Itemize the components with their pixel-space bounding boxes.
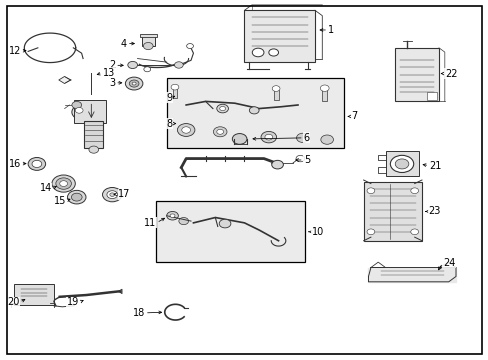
Circle shape (125, 77, 142, 90)
Text: 20: 20 (7, 297, 20, 307)
Circle shape (213, 127, 226, 137)
Circle shape (52, 175, 75, 192)
Circle shape (177, 123, 195, 136)
Polygon shape (142, 35, 154, 46)
Circle shape (71, 193, 82, 201)
Polygon shape (74, 100, 106, 123)
Polygon shape (59, 76, 70, 84)
Circle shape (219, 107, 225, 111)
Text: 11: 11 (144, 218, 156, 228)
Circle shape (107, 191, 117, 199)
Circle shape (28, 157, 45, 170)
Circle shape (232, 134, 246, 144)
Circle shape (366, 188, 374, 194)
Circle shape (179, 217, 188, 225)
Circle shape (182, 127, 190, 133)
Polygon shape (363, 182, 421, 241)
Circle shape (271, 160, 283, 169)
Text: 24: 24 (442, 258, 454, 268)
Polygon shape (368, 267, 455, 282)
Text: 3: 3 (109, 78, 115, 88)
Circle shape (174, 62, 183, 68)
Circle shape (249, 107, 259, 114)
Circle shape (60, 181, 67, 186)
Text: 16: 16 (9, 158, 21, 168)
Polygon shape (273, 90, 278, 100)
Polygon shape (426, 93, 436, 100)
Circle shape (261, 131, 276, 143)
Text: 17: 17 (118, 189, 130, 199)
Circle shape (410, 188, 418, 194)
Circle shape (56, 178, 71, 189)
Circle shape (296, 133, 308, 143)
Circle shape (394, 159, 408, 169)
Text: 10: 10 (311, 227, 323, 237)
Bar (156, 202, 305, 262)
Circle shape (171, 84, 179, 90)
Text: 19: 19 (67, 297, 79, 307)
Circle shape (272, 86, 280, 91)
Polygon shape (14, 284, 54, 305)
Text: 21: 21 (428, 161, 441, 171)
Circle shape (216, 129, 223, 134)
Text: 6: 6 (303, 133, 309, 143)
Circle shape (320, 85, 328, 91)
Circle shape (132, 82, 136, 85)
Circle shape (72, 102, 81, 109)
Circle shape (143, 42, 153, 50)
Text: 5: 5 (303, 155, 309, 165)
Circle shape (264, 134, 272, 140)
Text: 15: 15 (54, 196, 66, 206)
Polygon shape (394, 48, 438, 102)
Text: 1: 1 (327, 25, 334, 35)
Circle shape (186, 44, 193, 49)
Polygon shape (385, 152, 418, 176)
Bar (166, 78, 344, 148)
Polygon shape (72, 103, 101, 121)
Circle shape (127, 62, 137, 68)
Circle shape (166, 211, 178, 220)
Circle shape (295, 156, 304, 162)
Circle shape (389, 156, 413, 172)
Circle shape (216, 104, 228, 113)
Text: 14: 14 (40, 183, 52, 193)
Circle shape (89, 146, 99, 153)
Circle shape (252, 48, 264, 57)
Text: 13: 13 (102, 68, 115, 78)
Polygon shape (244, 10, 314, 62)
Text: 4: 4 (121, 39, 126, 49)
Circle shape (410, 229, 418, 235)
Text: 23: 23 (427, 206, 440, 216)
Circle shape (219, 219, 230, 228)
Circle shape (268, 49, 278, 56)
Circle shape (110, 193, 115, 197)
Polygon shape (140, 33, 157, 37)
Text: 7: 7 (351, 111, 357, 121)
Circle shape (320, 135, 333, 144)
Text: 22: 22 (444, 68, 456, 78)
Circle shape (366, 229, 374, 235)
Circle shape (143, 67, 150, 72)
Circle shape (32, 160, 41, 167)
Polygon shape (172, 88, 177, 98)
Circle shape (102, 188, 122, 202)
Text: 2: 2 (109, 60, 115, 70)
Circle shape (75, 108, 83, 113)
Polygon shape (84, 121, 103, 148)
Circle shape (67, 190, 86, 204)
Text: 8: 8 (165, 118, 172, 129)
Text: 12: 12 (8, 46, 21, 56)
Polygon shape (322, 89, 326, 101)
Circle shape (170, 214, 175, 217)
Text: 18: 18 (132, 308, 144, 318)
Circle shape (129, 80, 139, 87)
Text: 9: 9 (165, 93, 172, 103)
